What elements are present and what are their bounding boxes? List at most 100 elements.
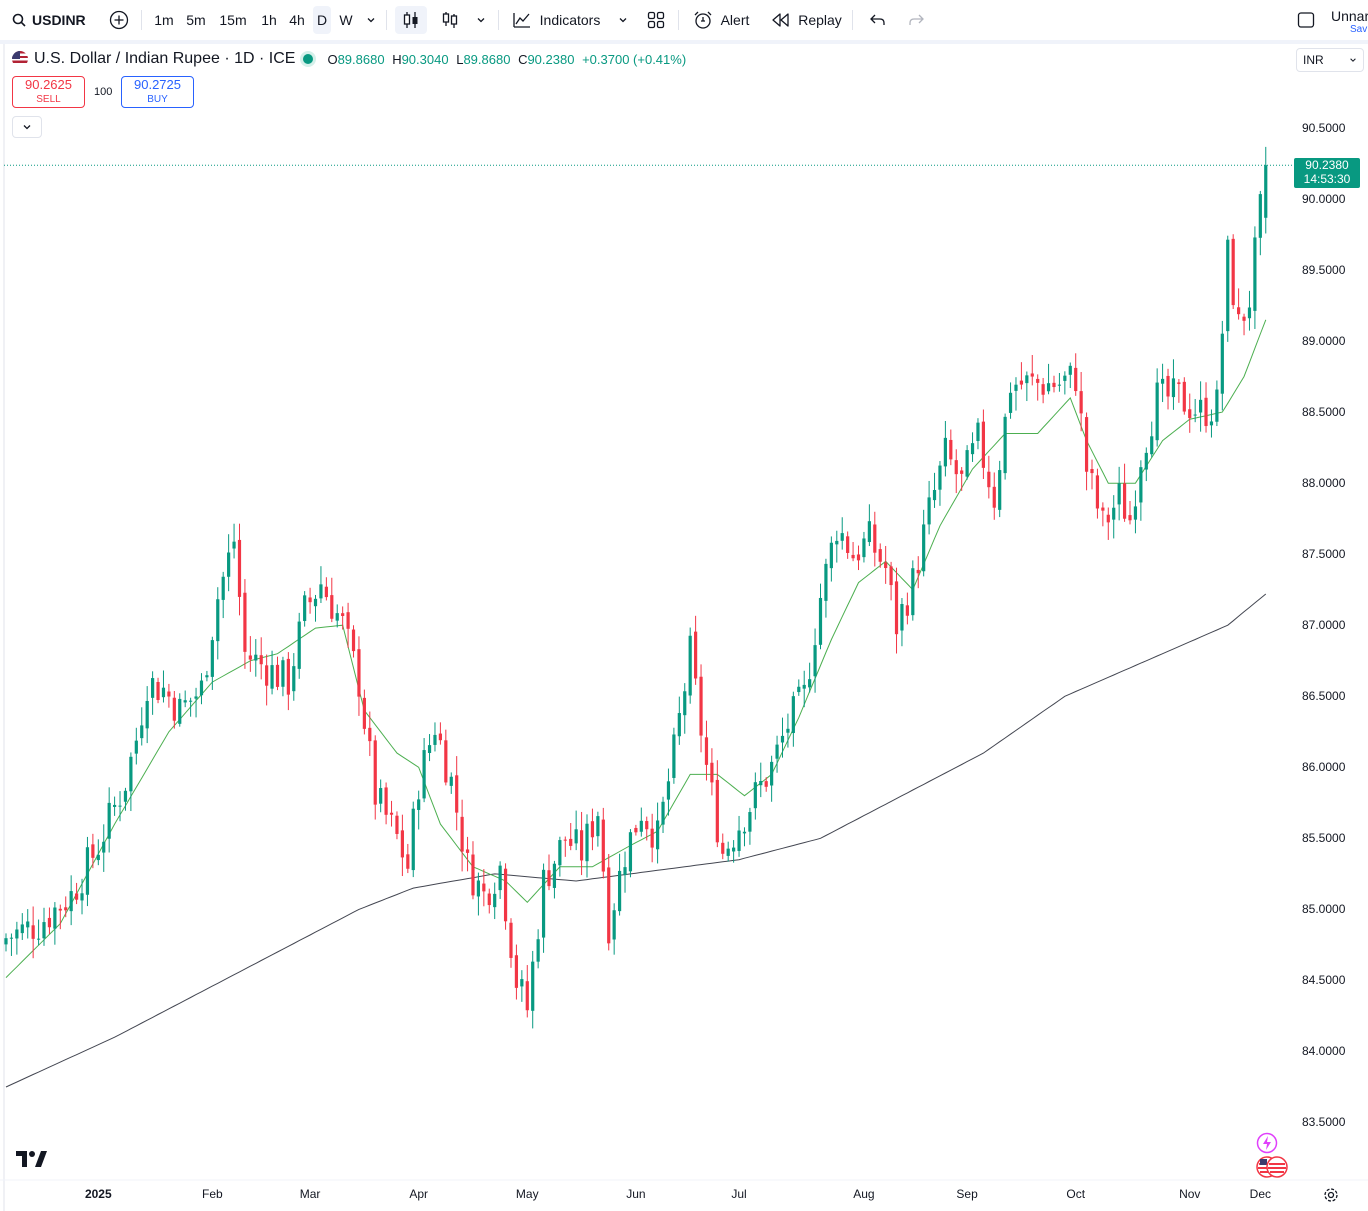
sell-label: SELL (36, 94, 61, 105)
indicators-button[interactable]: Indicators (508, 6, 604, 34)
timeframe-1w[interactable]: W (339, 12, 353, 28)
candle-body (335, 613, 339, 621)
candle-body (579, 830, 584, 861)
candle-body (411, 808, 415, 871)
rewind-icon (772, 13, 789, 27)
candle-body (677, 713, 681, 737)
candle-body (1177, 382, 1181, 385)
candle-body (248, 655, 252, 660)
candles-chart-type-button[interactable] (395, 6, 427, 34)
save-status[interactable]: Sav (1350, 24, 1368, 35)
buy-button[interactable]: 90.2725 BUY (121, 76, 194, 108)
compare-symbol-button[interactable] (106, 6, 132, 34)
candle-body (118, 805, 122, 807)
candle-body (1117, 483, 1121, 505)
candle-body (444, 740, 448, 783)
candle-body (438, 733, 442, 741)
candle-body (1052, 382, 1056, 388)
candle-body (64, 907, 68, 911)
timeframe-1h[interactable]: 1h (261, 12, 277, 28)
candle-body (460, 816, 464, 852)
layouts-button[interactable] (642, 6, 670, 34)
settings-gear-icon[interactable] (1322, 1186, 1340, 1204)
candle-body (574, 829, 578, 844)
chevron-down-icon (1350, 58, 1356, 62)
candle-body (42, 922, 46, 939)
chart-type-menu-button[interactable] (470, 6, 492, 34)
candle-body (1063, 375, 1067, 381)
candle-body (183, 700, 187, 703)
candle-body (172, 697, 176, 721)
timeframe-15m[interactable]: 15m (219, 12, 247, 28)
timeframe-5m[interactable]: 5m (186, 12, 206, 28)
candle-body (666, 781, 671, 800)
open-label: O (327, 51, 338, 67)
bar-countdown: 14:53:30 (1303, 172, 1351, 186)
candle-body (1079, 391, 1083, 414)
candle-body (954, 460, 958, 475)
candle-body (905, 605, 909, 616)
redo-button[interactable] (902, 6, 930, 34)
candle-body (1209, 421, 1214, 426)
candle-body (292, 666, 296, 692)
candle-body (645, 821, 649, 830)
candle-body (85, 847, 90, 895)
candle-body (835, 540, 839, 545)
time-axis-label: Apr (409, 1187, 429, 1201)
candle-body (58, 908, 62, 911)
candle-body (1046, 383, 1051, 392)
candle-body (1182, 381, 1186, 412)
tradingview-logo-icon[interactable] (16, 1150, 48, 1168)
candle-body (275, 664, 280, 687)
high-label: H (392, 51, 402, 67)
sell-button[interactable]: 90.2625 SELL (12, 76, 85, 108)
currency-flags-icon[interactable] (1255, 1155, 1289, 1179)
timeframe-4h[interactable]: 4h (289, 12, 305, 28)
candle-body (1019, 380, 1024, 385)
price-axis-label: 88.5000 (1302, 405, 1346, 420)
candle-body (721, 842, 725, 854)
collapse-legend-button[interactable] (12, 116, 42, 138)
candle-body (31, 925, 35, 939)
candles (4, 146, 1268, 1029)
candle-body (1237, 307, 1241, 315)
candle-body (672, 734, 676, 778)
alert-button[interactable]: Alert (688, 6, 754, 34)
currency-selector[interactable]: INR (1296, 48, 1364, 72)
candle-body (1166, 375, 1170, 397)
candle-body (949, 439, 953, 460)
instrument-title[interactable]: U.S. Dollar / Indian Rupee · 1D · ICE (34, 50, 296, 67)
undo-button[interactable] (864, 6, 892, 34)
symbol-search[interactable]: USDINR (8, 6, 90, 34)
price-axis-label: 90.5000 (1302, 121, 1346, 135)
candle-body (1030, 373, 1034, 377)
last-price-value: 90.2380 (1305, 158, 1349, 172)
price-axis-label: 89.5000 (1302, 263, 1346, 278)
candle-body (134, 740, 138, 754)
candle-body (330, 595, 334, 619)
price-axis-label: 84.5000 (1302, 973, 1346, 988)
candle-body (710, 762, 714, 783)
candle-body (976, 422, 980, 441)
candle-body (493, 893, 497, 908)
bar-chart-type-button[interactable] (436, 6, 464, 34)
timeframe-1d[interactable]: D (313, 6, 331, 34)
candle-body (829, 542, 833, 569)
alarm-clock-icon (694, 11, 712, 29)
price-chart[interactable] (0, 44, 1368, 1211)
candle-body (69, 891, 73, 912)
timeframe-1m[interactable]: 1m (154, 12, 174, 28)
timeframe-menu-button[interactable] (360, 6, 382, 34)
candle-body (1084, 417, 1089, 472)
redo-icon (909, 14, 924, 25)
candle-body (878, 549, 882, 562)
fullscreen-button[interactable] (1292, 6, 1320, 34)
candle-body (199, 680, 204, 696)
indicators-menu-button[interactable] (612, 6, 634, 34)
chevron-down-icon (23, 125, 31, 130)
lightning-icon[interactable] (1256, 1132, 1278, 1154)
replay-button[interactable]: Replay (768, 6, 844, 34)
layout-name[interactable]: Unnar (1331, 8, 1368, 24)
us-flag-icon (12, 51, 28, 67)
candle-body (1095, 475, 1100, 509)
